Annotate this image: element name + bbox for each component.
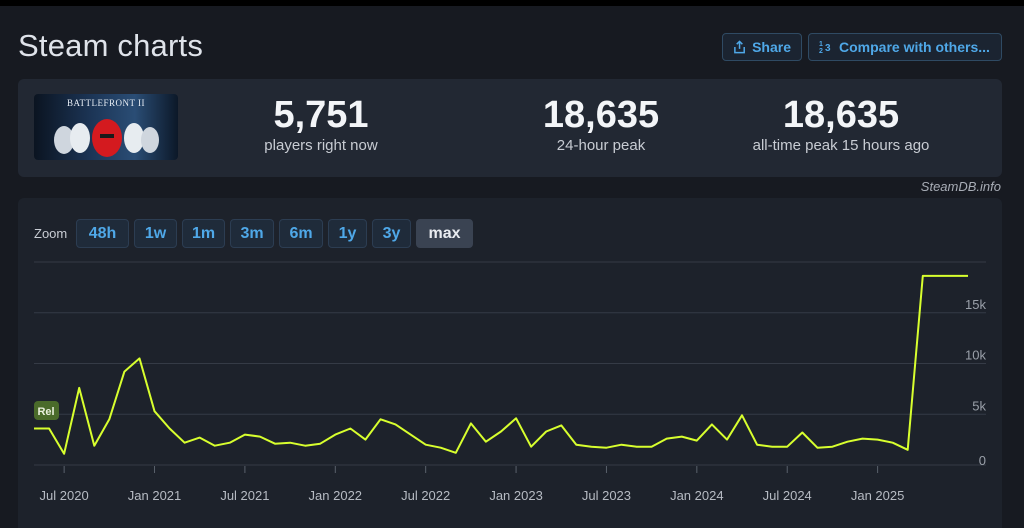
svg-text:3: 3 (825, 43, 831, 54)
share-button-label: Share (752, 39, 791, 55)
stat-all-time-peak: 18,635 all-time peak 15 hours ago (748, 93, 934, 155)
x-tick-label: Jan 2022 (309, 488, 363, 503)
y-tick-label: 5k (972, 398, 986, 413)
x-tick-label: Jul 2021 (220, 488, 269, 503)
x-tick-label: Jan 2024 (670, 488, 724, 503)
stats-panel: BATTLEFRONT II 5,751 players right now 1… (18, 79, 1002, 177)
svg-text:2: 2 (819, 48, 823, 54)
zoom-3y-button[interactable]: 3y (372, 219, 411, 248)
x-tick-label: Jan 2025 (851, 488, 905, 503)
share-icon (734, 40, 745, 54)
all-time-peak-value: 18,635 (782, 94, 900, 136)
zoom-3m-button[interactable]: 3m (230, 219, 274, 248)
y-tick-label: 10k (965, 348, 986, 363)
zoom-label: Zoom (34, 226, 68, 241)
window-top-edge (0, 0, 1024, 6)
compare-icon: 12 3 (819, 41, 831, 54)
share-button[interactable]: Share (722, 33, 802, 61)
zoom-48h-button[interactable]: 48h (76, 219, 129, 248)
x-tick-label: Jul 2023 (582, 488, 631, 503)
chart-series (34, 274, 968, 455)
y-tick-label: 15k (965, 297, 986, 312)
all-time-peak-label: all-time peak 15 hours ago (752, 137, 930, 154)
x-tick-label: Jul 2022 (401, 488, 450, 503)
stat-current-players: 5,751 players right now (228, 93, 414, 155)
release-badge-label: Rel (37, 406, 54, 418)
y-tick-label: 0 (979, 453, 986, 468)
24h-peak-label: 24-hour peak (556, 137, 646, 154)
steamdb-credit[interactable]: SteamDB.info (920, 179, 1001, 194)
stat-24h-peak: 18,635 24-hour peak (508, 93, 694, 155)
current-players-label: players right now (264, 137, 378, 154)
y-axis-ticks: 0 5k 10k 15k (965, 297, 986, 468)
zoom-6m-button[interactable]: 6m (279, 219, 323, 248)
x-tick-label: Jan 2023 (489, 488, 543, 503)
chart-points (33, 275, 969, 454)
zoom-max-button[interactable]: max (416, 219, 473, 248)
x-tick-label: Jul 2020 (40, 488, 89, 503)
current-players-value: 5,751 (273, 94, 369, 136)
zoom-1y-button[interactable]: 1y (328, 219, 367, 248)
page-title: Steam charts (18, 28, 204, 63)
svg-text:BATTLEFRONT II: BATTLEFRONT II (67, 98, 145, 108)
24h-peak-value: 18,635 (542, 94, 660, 136)
chart-annotations: Rel (34, 401, 59, 420)
release-badge (34, 401, 59, 420)
game-art: BATTLEFRONT II (54, 98, 159, 157)
compare-button-label: Compare with others... (839, 39, 990, 55)
x-tick-label: Jan 2021 (128, 488, 182, 503)
series-line (34, 274, 968, 455)
zoom-1w-button[interactable]: 1w (134, 219, 177, 248)
game-thumbnail[interactable]: BATTLEFRONT II (34, 94, 178, 160)
zoom-1m-button[interactable]: 1m (182, 219, 225, 248)
x-axis-ticks: Jul 2020 Jan 2021 Jul 2021 Jan 2022 Jul 2022… (40, 466, 905, 503)
svg-text:1: 1 (819, 41, 823, 48)
chart-gridlines (34, 261, 986, 466)
x-tick-label: Jul 2024 (763, 488, 812, 503)
